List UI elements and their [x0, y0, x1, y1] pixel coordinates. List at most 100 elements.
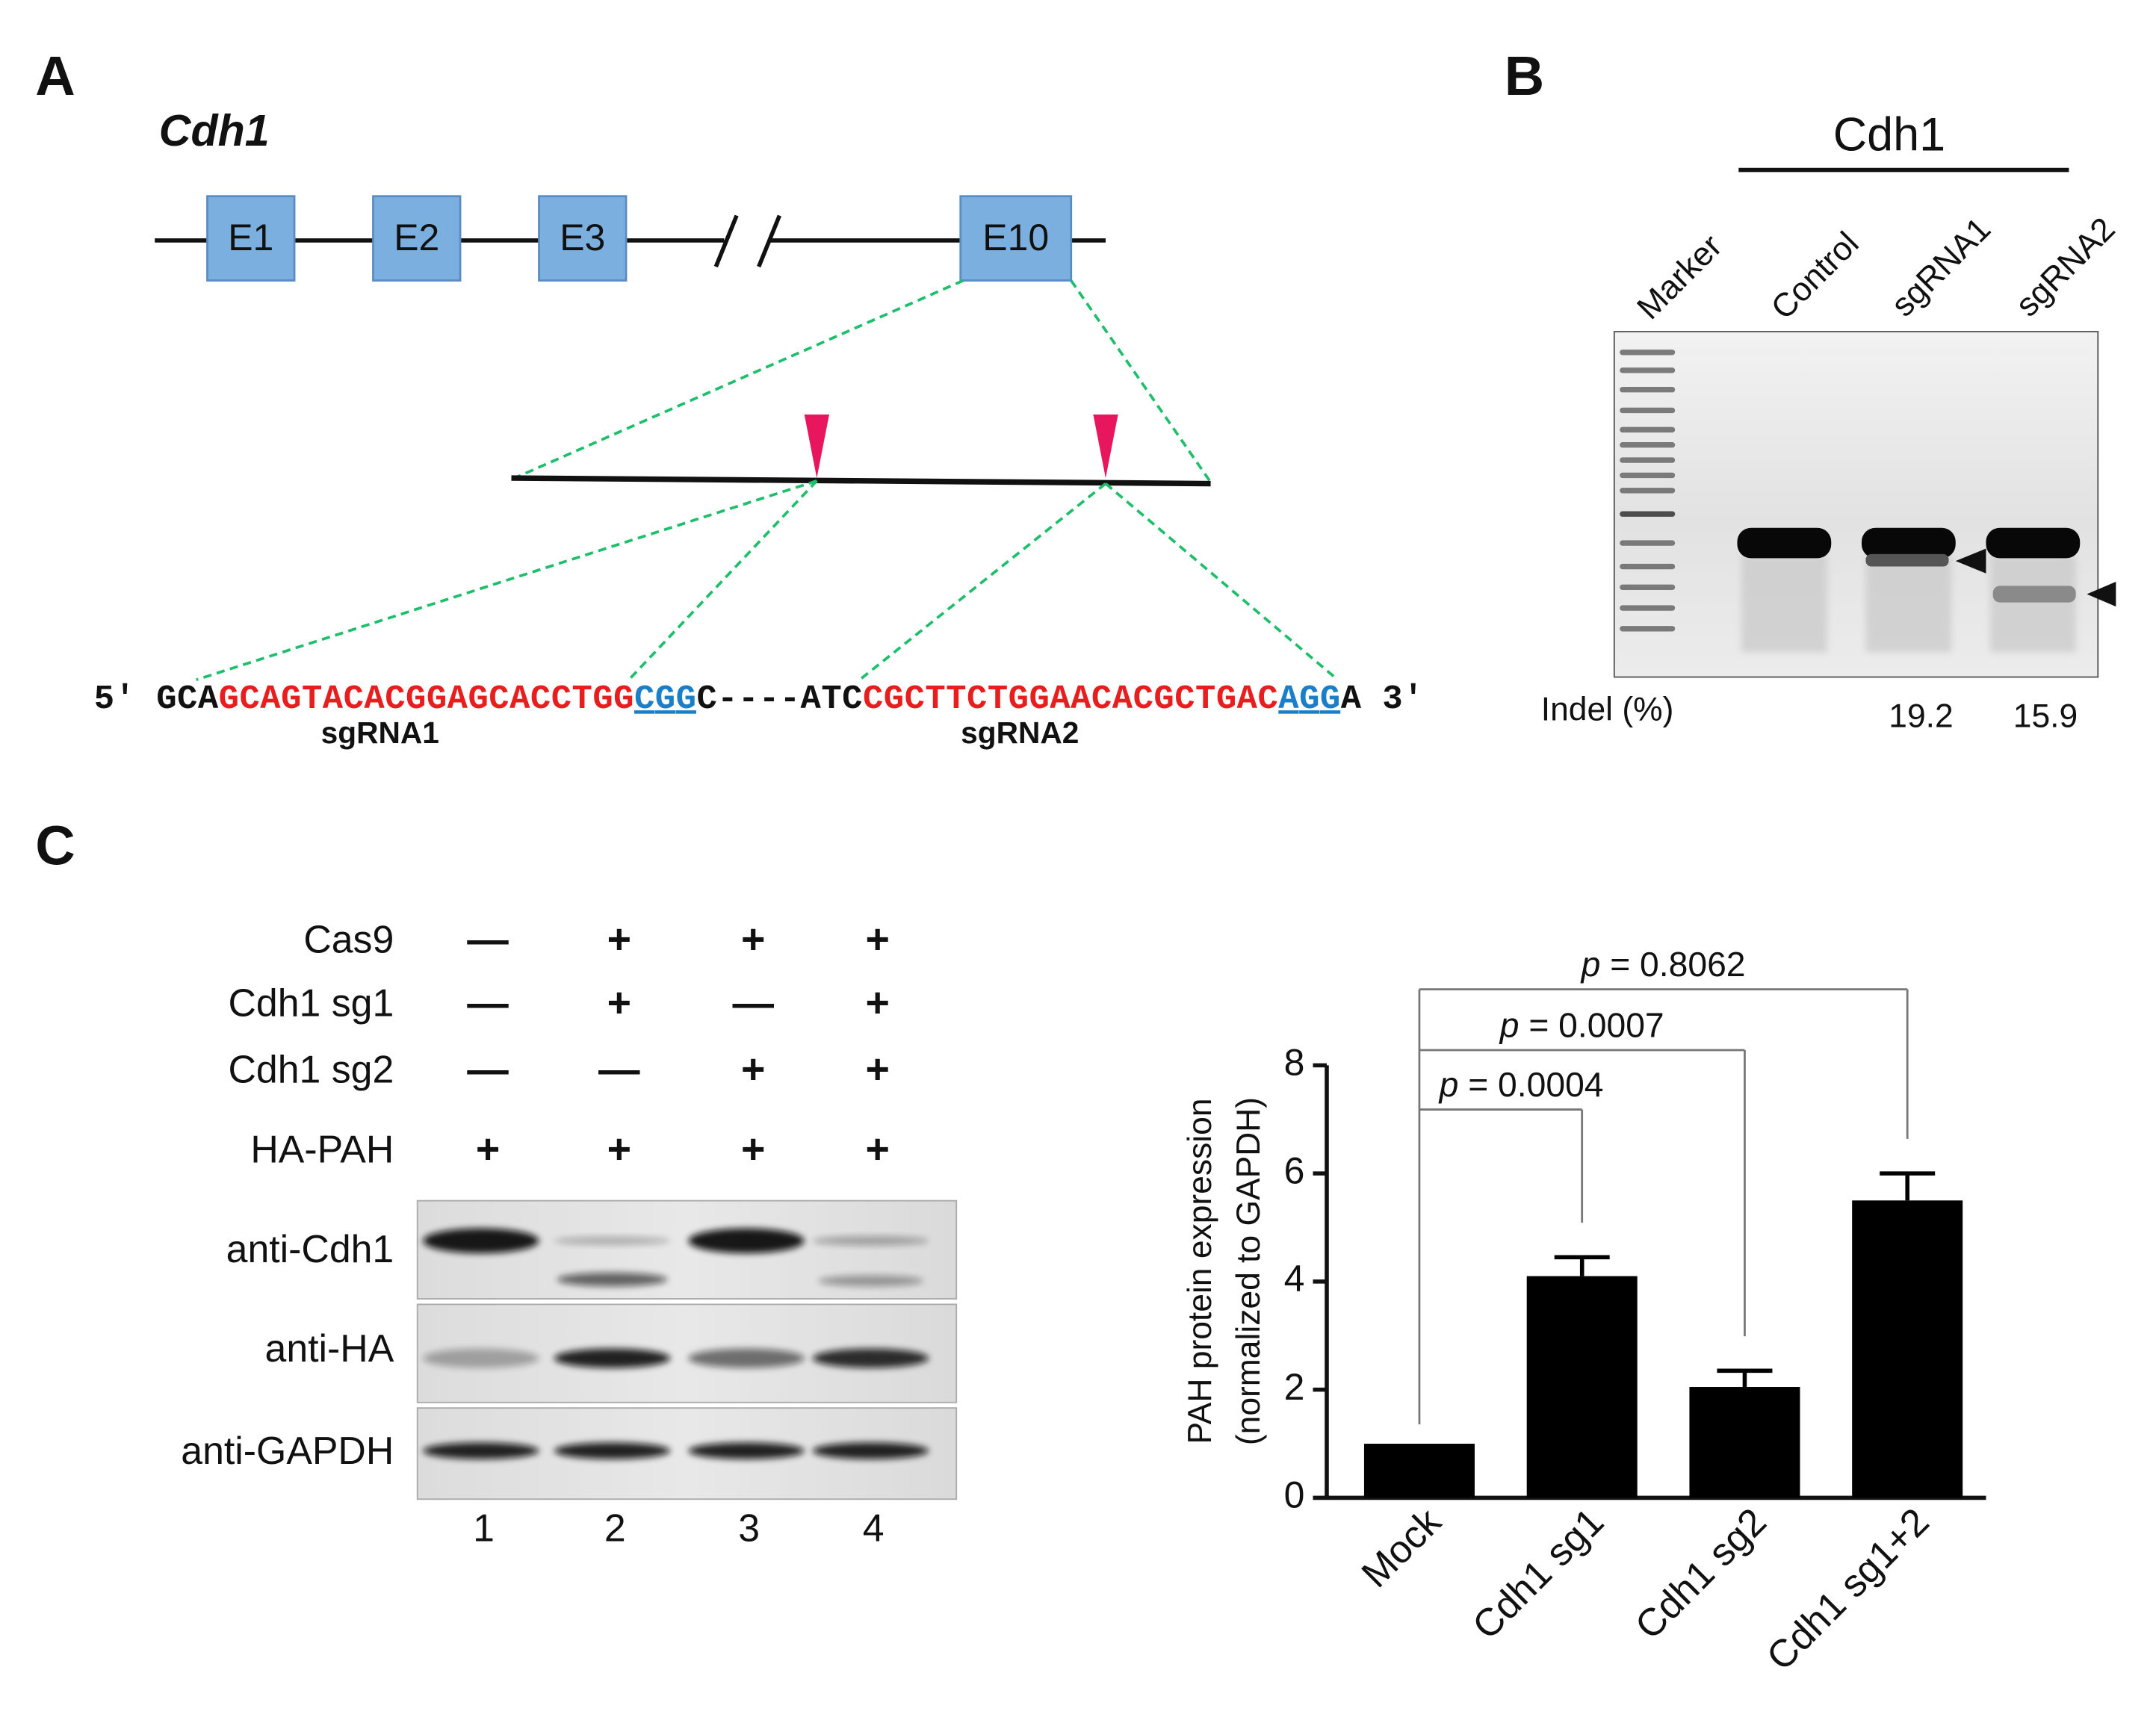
- condition-sign: +: [741, 1046, 765, 1092]
- ladder-band: [1620, 442, 1676, 448]
- ladder-band: [1620, 367, 1676, 373]
- condition-sign: +: [866, 1126, 890, 1173]
- exon-zoom-line: [511, 475, 1211, 487]
- blot-band: [688, 1228, 805, 1253]
- blot-band: [423, 1228, 539, 1253]
- condition-sign: +: [866, 1046, 890, 1092]
- y-tick-label: 8: [1284, 1042, 1305, 1084]
- panel-label: A: [35, 45, 75, 107]
- blot-band: [554, 1442, 671, 1459]
- panel-label: C: [35, 814, 75, 876]
- ladder-band: [1620, 605, 1676, 611]
- condition-sign: —: [467, 979, 509, 1025]
- blot-label: anti-Cdh1: [226, 1227, 394, 1270]
- y-tick-label: 4: [1284, 1258, 1305, 1300]
- condition-sign: +: [866, 979, 890, 1025]
- bar: [1363, 1444, 1475, 1498]
- ladder-band: [1620, 350, 1676, 356]
- blot-band: [688, 1348, 805, 1368]
- gel-band: [1986, 527, 2081, 559]
- bar: [1852, 1200, 1963, 1498]
- gel-smear: [1990, 555, 2076, 653]
- ladder-band: [1620, 457, 1676, 463]
- ladder-band: [1620, 488, 1676, 494]
- sequence-part: C----ATC: [696, 680, 862, 718]
- condition-sign: +: [607, 1126, 631, 1173]
- sequence-part: CGG: [634, 680, 696, 718]
- band-arrow: [2087, 581, 2116, 607]
- condition-label: Cdh1 sg2: [229, 1047, 394, 1090]
- x-tick-label: Mock: [1353, 1500, 1449, 1596]
- dna-sequence: 5′ GCAGCAGTACACGGAGCACCTGGCGGC----ATCCGC…: [94, 680, 1424, 718]
- gel-band: [1737, 527, 1832, 559]
- exon-box: [959, 195, 1073, 282]
- blot-band: [554, 1236, 671, 1245]
- zoom-guide: [1104, 482, 1339, 681]
- sequence-part: 5′ GCA: [94, 680, 219, 718]
- ladder-band: [1620, 540, 1676, 546]
- gel-smear: [1741, 555, 1827, 653]
- cleaved-band: [1992, 586, 2076, 603]
- blot-label: anti-HA: [265, 1326, 394, 1370]
- exon-box: [206, 195, 296, 282]
- condition-sign: —: [467, 1046, 509, 1092]
- y-tick-label: 0: [1284, 1474, 1305, 1516]
- lane-label: sgRNA2: [2009, 211, 2122, 324]
- cut-site: [804, 415, 829, 479]
- gel-band: [1861, 527, 1956, 559]
- ladder-band: [1620, 426, 1676, 433]
- group-label: Cdh1: [1833, 109, 1945, 161]
- condition-sign: —: [467, 916, 509, 962]
- ladder-band: [1620, 387, 1676, 393]
- y-axis-label: PAH protein expression: [1182, 1098, 1218, 1444]
- y-axis-label: (normalized to GAPDH): [1230, 1097, 1267, 1445]
- condition-sign: +: [741, 1126, 765, 1173]
- cleaved-band: [1865, 553, 1949, 567]
- ladder-band: [1620, 563, 1676, 570]
- blot-band: [688, 1442, 805, 1459]
- condition-sign: +: [741, 916, 765, 962]
- lane-label: Marker: [1630, 228, 1729, 326]
- p-value: p = 0.0004: [1438, 1065, 1604, 1104]
- sequence-part: GCAGTACACGGAGCACCTGG: [219, 680, 634, 718]
- p-value: p = 0.0007: [1499, 1006, 1664, 1045]
- y-tick-label: 2: [1284, 1366, 1305, 1408]
- x-tick-label: Cdh1 sg1+2: [1758, 1500, 1937, 1679]
- panel-label: B: [1505, 45, 1544, 107]
- sequence-part: CGCTTCTGGAACACGCTGAC: [863, 680, 1278, 718]
- exon-label: E2: [394, 217, 439, 258]
- exon-label: E1: [228, 217, 273, 258]
- guide-label: sgRNA1: [321, 716, 439, 750]
- lane-number: 1: [473, 1506, 495, 1549]
- lane-number: 4: [863, 1506, 885, 1549]
- blot-label: anti-GAPDH: [181, 1429, 394, 1472]
- ladder-band: [1620, 472, 1676, 479]
- lane-label: Control: [1765, 225, 1866, 326]
- blot-band: [423, 1348, 539, 1368]
- p-value: p = 0.8062: [1580, 945, 1746, 984]
- exon-box: [372, 195, 462, 282]
- condition-label: HA-PAH: [250, 1128, 394, 1171]
- blot-band: [812, 1236, 929, 1246]
- p-symbol: p: [1580, 945, 1601, 984]
- x-tick-label: Cdh1 sg1: [1464, 1500, 1612, 1648]
- blot-band: [812, 1442, 929, 1459]
- condition-sign: +: [607, 979, 631, 1025]
- gel-smear: [1865, 555, 1952, 653]
- p-text: = 0.8062: [1600, 945, 1745, 984]
- guide-label: sgRNA2: [961, 716, 1079, 750]
- band-arrow: [1955, 548, 1986, 574]
- y-tick-label: 6: [1284, 1149, 1305, 1191]
- cut-site: [1093, 415, 1118, 479]
- ladder-band: [1620, 511, 1676, 517]
- condition-label: Cas9: [303, 917, 394, 960]
- zoom-guide: [510, 279, 964, 481]
- lane-number: 3: [738, 1506, 760, 1549]
- bar: [1689, 1387, 1800, 1498]
- bar: [1526, 1276, 1638, 1498]
- exon-box: [538, 195, 628, 282]
- blot-band: [423, 1442, 539, 1459]
- blot-band: [812, 1348, 929, 1368]
- p-text: = 0.0007: [1519, 1006, 1664, 1045]
